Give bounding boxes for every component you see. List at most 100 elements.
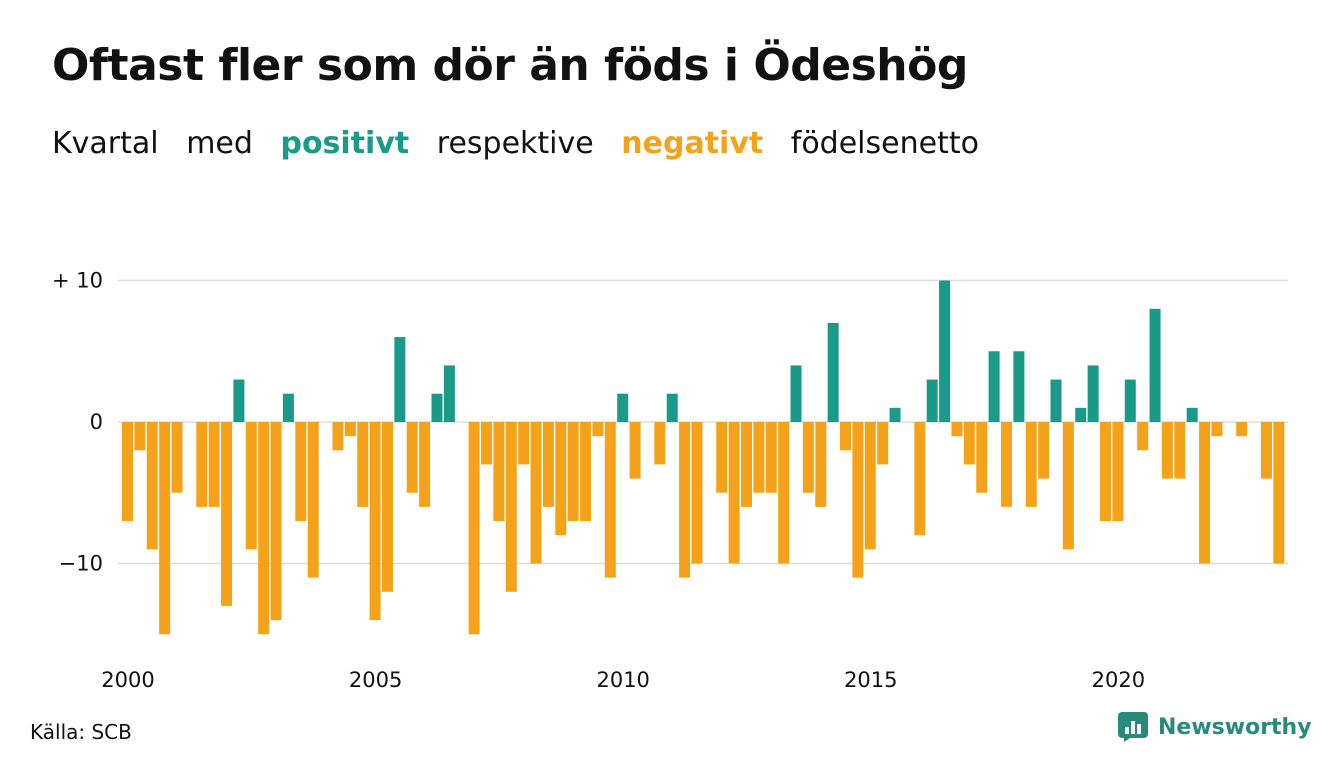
newsworthy-logo-icon	[1118, 712, 1148, 742]
bars	[122, 280, 1285, 635]
bar-positive	[394, 337, 406, 422]
brand-name: Newsworthy	[1158, 714, 1312, 740]
bar-negative	[122, 422, 133, 522]
bar-negative	[344, 422, 356, 437]
bar-negative	[555, 422, 567, 536]
bar-negative	[518, 422, 530, 465]
y-axis-ticks: + 10 0 −10	[52, 269, 103, 576]
y-tick-label: + 10	[52, 269, 103, 293]
bar-negative	[1199, 422, 1211, 564]
chart-title: Oftast fler som dör än föds i Ödeshög	[52, 40, 968, 91]
bar-negative	[295, 422, 307, 522]
subtitle-word-fodelsenetto: födelsenetto	[790, 126, 979, 161]
bar-negative	[1062, 422, 1074, 550]
bar-negative	[567, 422, 579, 522]
bar-negative	[1100, 422, 1112, 522]
bar-negative	[1000, 422, 1012, 507]
bar-positive	[431, 393, 443, 422]
bar-negative	[765, 422, 777, 493]
bar-negative	[1137, 422, 1149, 451]
bar-negative	[741, 422, 752, 507]
bar-positive	[443, 365, 455, 422]
bar-negative	[357, 422, 369, 507]
bar-negative	[679, 422, 691, 578]
subtitle-word-respektive: respektive	[436, 126, 594, 161]
bar-negative	[580, 422, 592, 522]
bar-positive	[790, 365, 802, 422]
bar-negative	[802, 422, 814, 493]
bar-negative	[1025, 422, 1037, 507]
bar-negative	[530, 422, 542, 564]
bar-positive	[1050, 379, 1062, 422]
x-tick-label: 2005	[349, 668, 402, 692]
bar-negative	[963, 422, 975, 465]
bar-negative	[815, 422, 827, 507]
bar-negative	[419, 422, 431, 507]
bar-negative	[1038, 422, 1050, 479]
bar-positive	[1013, 351, 1025, 422]
bar-negative	[1174, 422, 1186, 479]
bar-negative	[159, 422, 171, 635]
bar-negative	[716, 422, 728, 493]
bar-positive	[889, 407, 901, 422]
bar-negative	[592, 422, 604, 437]
bar-positive	[1087, 365, 1099, 422]
bar-negative	[604, 422, 616, 578]
bar-negative	[1273, 422, 1285, 564]
bar-negative	[245, 422, 257, 550]
x-axis-ticks: 2000 2005 2010 2015 2020	[101, 668, 1145, 692]
subtitle-positive-legend: positivt	[280, 126, 410, 161]
bar-negative	[1260, 422, 1272, 479]
bar-positive	[233, 379, 245, 422]
bar-positive	[282, 393, 294, 422]
bar-negative	[691, 422, 703, 564]
bar-negative	[270, 422, 282, 621]
y-tick-label: 0	[90, 410, 103, 434]
bar-negative	[1236, 422, 1248, 437]
bar-negative	[914, 422, 926, 536]
bar-positive	[926, 379, 938, 422]
bar-negative	[1112, 422, 1124, 522]
bar-positive	[1186, 407, 1198, 422]
bar-negative	[852, 422, 864, 578]
bar-negative	[654, 422, 666, 465]
x-tick-label: 2010	[596, 668, 649, 692]
bar-negative	[146, 422, 158, 550]
bar-positive	[1075, 407, 1087, 422]
subtitle-word-kvartal: Kvartal	[52, 126, 159, 161]
source-note: Källa: SCB	[30, 720, 132, 744]
bar-positive	[1149, 308, 1161, 422]
bar-negative	[840, 422, 852, 451]
bar-negative	[877, 422, 889, 465]
subtitle-negative-legend: negativt	[621, 126, 764, 161]
bar-negative	[629, 422, 641, 479]
bar-negative	[493, 422, 505, 522]
bar-negative	[307, 422, 319, 578]
chart-subtitle: Kvartal med positivt respektive negativt…	[52, 126, 997, 161]
bar-negative	[1161, 422, 1173, 479]
bar-negative	[1211, 422, 1223, 437]
bar-negative	[778, 422, 790, 564]
bar-negative	[196, 422, 208, 507]
bar-negative	[951, 422, 963, 437]
bar-negative	[171, 422, 183, 493]
bar-negative	[728, 422, 740, 564]
bar-positive	[939, 280, 951, 422]
bar-negative	[864, 422, 876, 550]
bar-positive	[988, 351, 1000, 422]
x-tick-label: 2020	[1092, 668, 1145, 692]
bar-negative	[381, 422, 393, 592]
subtitle-word-med: med	[186, 126, 253, 161]
bar-negative	[134, 422, 146, 451]
y-tick-label: −10	[59, 552, 103, 576]
brand-link[interactable]: Newsworthy	[1118, 712, 1312, 742]
bar-positive	[827, 322, 839, 422]
bar-negative	[976, 422, 988, 493]
bar-positive	[1124, 379, 1136, 422]
bar-positive	[666, 393, 678, 422]
bar-negative	[258, 422, 270, 635]
bar-negative	[369, 422, 381, 621]
x-tick-label: 2000	[101, 668, 154, 692]
bar-negative	[332, 422, 344, 451]
